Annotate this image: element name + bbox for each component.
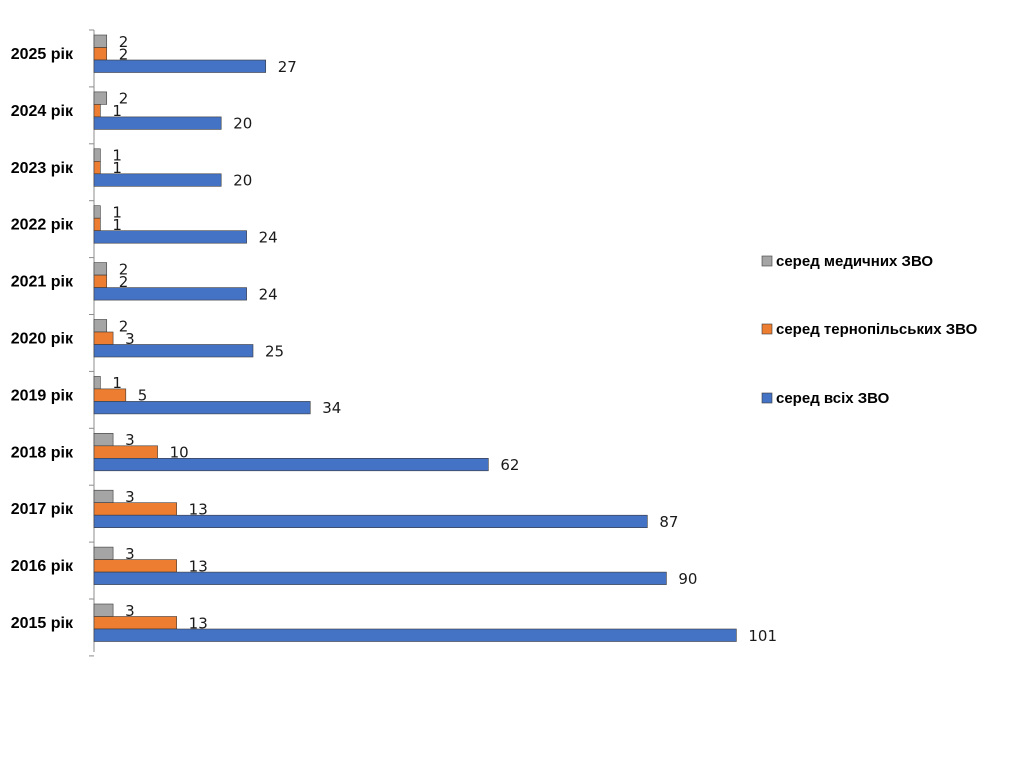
bar-series-0 (93, 546, 114, 560)
category-label: 2020 рік (11, 331, 74, 348)
legend-swatch (761, 392, 773, 404)
data-label: 1 (112, 159, 122, 177)
bar-series-2 (93, 287, 247, 301)
data-label: 13 (189, 557, 208, 575)
bar-series-0 (93, 205, 101, 219)
bar-series-2 (93, 230, 247, 244)
data-label: 3 (125, 431, 135, 449)
bar-series-1 (93, 502, 177, 516)
category-label: 2015 рік (11, 615, 74, 632)
bar-series-1 (93, 47, 108, 61)
bar-series-2 (93, 571, 667, 585)
category-label: 2025 рік (11, 46, 74, 63)
category-label: 2017 рік (11, 501, 74, 518)
bar-series-0 (93, 603, 114, 617)
data-label: 1 (112, 374, 122, 392)
data-label: 13 (189, 614, 208, 632)
legend-label: серед тернопільських ЗВО (776, 321, 978, 338)
category-label: 2019 рік (11, 387, 74, 404)
data-label: 20 (233, 172, 252, 190)
bar-series-2 (93, 59, 267, 73)
data-label: 2 (119, 45, 129, 63)
category-label: 2021 рік (11, 274, 74, 291)
data-label: 25 (265, 342, 284, 360)
bar-series-0 (93, 319, 108, 333)
bar-series-1 (93, 161, 101, 175)
data-label: 1 (112, 102, 122, 120)
data-label: 2 (119, 260, 129, 278)
bar-series-1 (93, 331, 114, 345)
bar-series-1 (93, 274, 108, 288)
bar-series-0 (93, 376, 101, 390)
data-label: 34 (322, 399, 341, 417)
data-label: 24 (259, 285, 278, 303)
data-label: 24 (259, 228, 278, 246)
legend-swatch (761, 255, 773, 267)
category-label: 2024 рік (11, 103, 74, 120)
category-label: 2023 рік (11, 160, 74, 177)
bar-series-2 (93, 116, 222, 130)
data-label: 101 (748, 627, 777, 645)
data-label: 20 (233, 115, 252, 133)
legend-label: серед медичних ЗВО (776, 253, 933, 270)
legend: серед медичних ЗВО серед тернопільських З… (761, 253, 978, 407)
bar-series-0 (93, 489, 114, 504)
legend-label: серед всіх ЗВО (776, 390, 890, 407)
bar-series-0 (93, 262, 108, 276)
data-label: 87 (659, 513, 678, 531)
data-label: 1 (112, 147, 122, 165)
data-label: 10 (170, 444, 189, 462)
category-label: 2016 рік (11, 558, 74, 575)
data-label: 2 (119, 33, 129, 51)
data-label: 3 (125, 330, 135, 348)
bar-series-2 (93, 344, 254, 358)
bars-layer (93, 34, 737, 642)
bar-series-2 (93, 173, 222, 187)
axis-layer (89, 29, 95, 657)
bar-series-0 (93, 432, 114, 447)
bar-series-0 (93, 148, 101, 162)
data-label: 1 (112, 216, 122, 234)
category-label: 2018 рік (11, 444, 74, 461)
data-label: 2 (119, 317, 129, 335)
bar-series-1 (93, 217, 101, 231)
data-label: 90 (678, 570, 697, 588)
data-label: 3 (125, 602, 135, 620)
data-label: 62 (500, 456, 519, 474)
bar-series-1 (93, 104, 101, 118)
data-label: 5 (138, 387, 148, 405)
legend-swatch (761, 323, 773, 335)
bar-series-1 (93, 559, 177, 573)
data-label: 13 (189, 500, 208, 518)
bar-series-2 (93, 514, 648, 529)
bar-series-1 (93, 616, 177, 630)
data-label: 3 (125, 545, 135, 563)
bar-series-2 (93, 628, 737, 642)
bar-series-2 (93, 457, 489, 472)
data-label: 1 (112, 203, 122, 221)
data-label: 2 (119, 273, 129, 291)
bar-series-0 (93, 91, 108, 105)
bar-series-0 (93, 34, 108, 48)
data-label: 2 (119, 90, 129, 108)
data-label: 3 (125, 488, 135, 506)
category-label: 2022 рік (11, 217, 74, 234)
data-label: 27 (278, 58, 297, 76)
bar-series-2 (93, 401, 311, 415)
